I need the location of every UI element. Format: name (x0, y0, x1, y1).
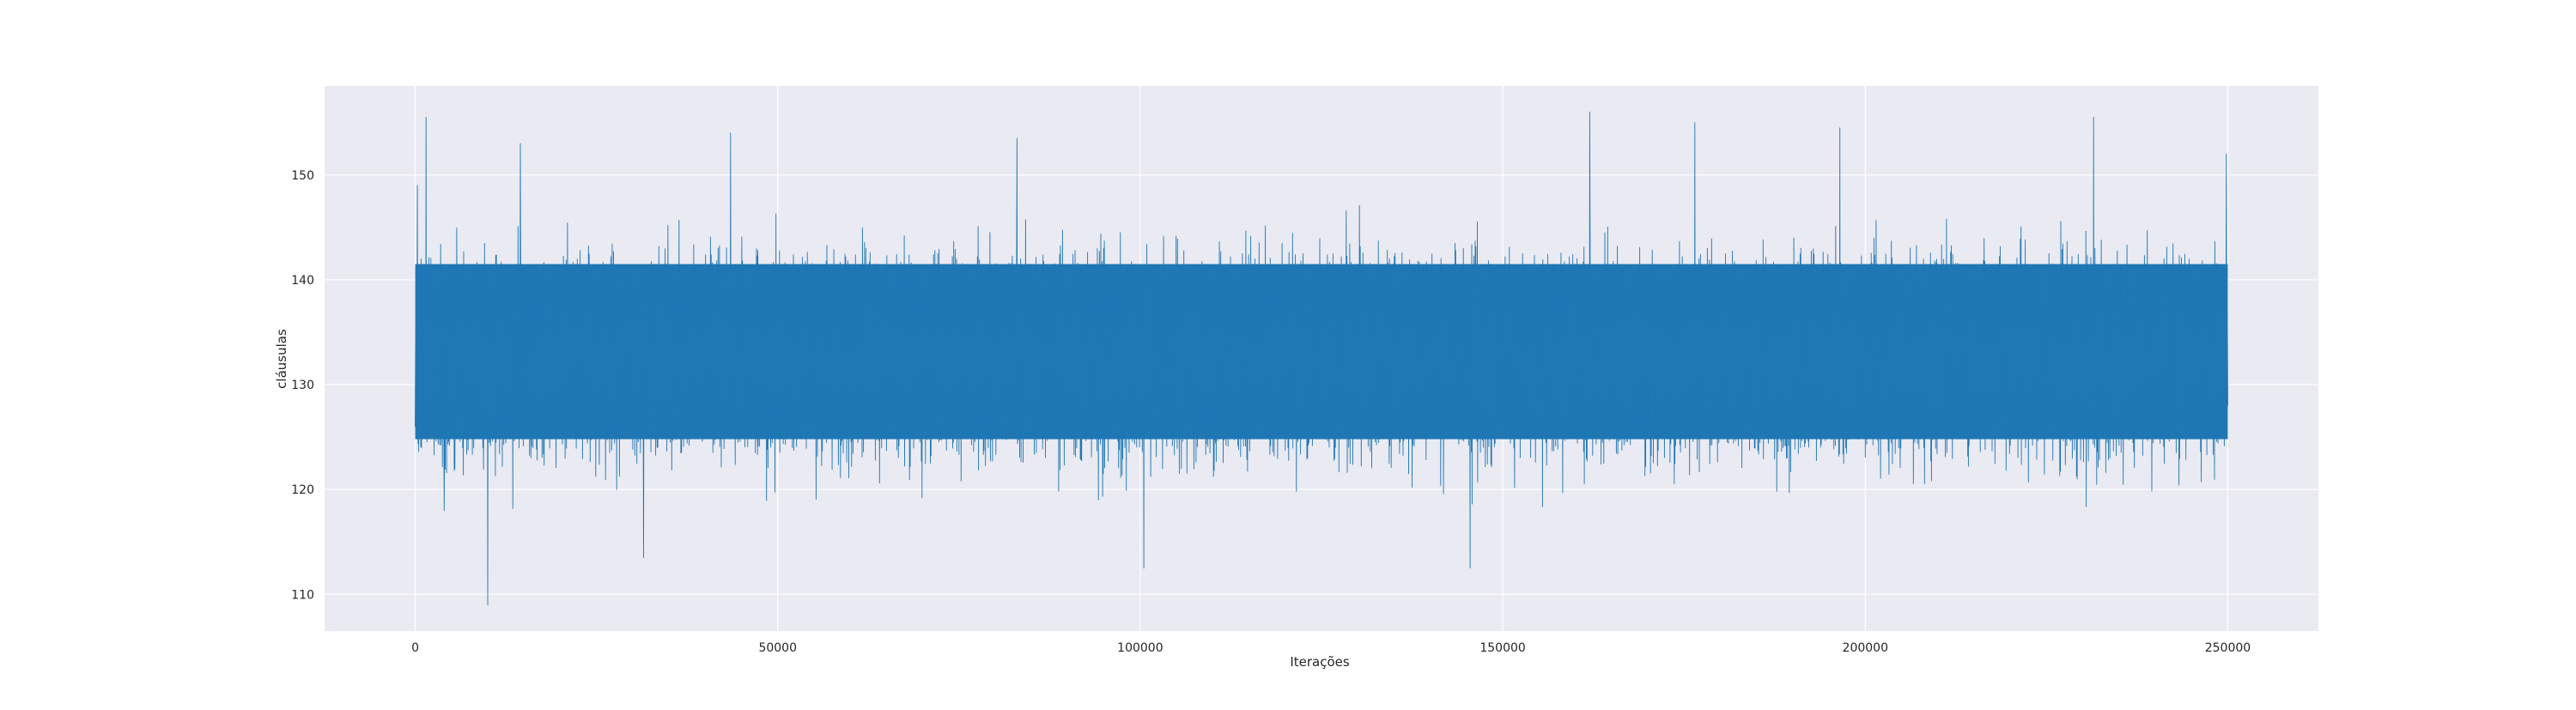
series-line (415, 112, 2228, 605)
x-tick-label: 250000 (2205, 641, 2251, 655)
series-group (415, 112, 2228, 605)
x-tick-labels: 0 50000 100000 150000 200000 250000 (411, 641, 2251, 655)
x-tick-label: 50000 (758, 641, 797, 655)
x-axis-title: Iterações (1290, 654, 1350, 670)
x-tick-label: 0 (411, 641, 419, 655)
y-tick-label: 150 (291, 169, 314, 183)
y-tick-labels: 110 120 130 140 150 (291, 169, 314, 602)
x-tick-label: 200000 (1843, 641, 1888, 655)
y-axis-title: cláusulas (274, 329, 289, 389)
x-tick-label: 150000 (1479, 641, 1525, 655)
y-tick-label: 140 (291, 274, 314, 288)
x-tick-label: 100000 (1117, 641, 1163, 655)
y-tick-label: 120 (291, 483, 314, 497)
y-tick-label: 130 (291, 379, 314, 392)
y-tick-label: 110 (291, 588, 314, 602)
